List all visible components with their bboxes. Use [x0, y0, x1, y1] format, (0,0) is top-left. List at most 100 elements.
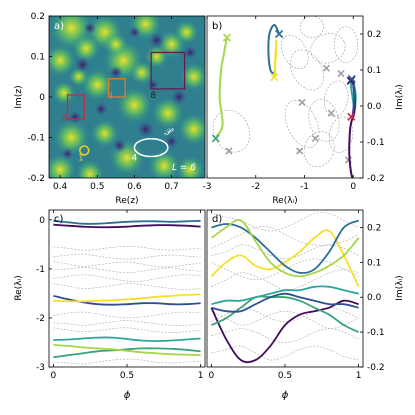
series-line-4: [53, 336, 201, 342]
region-box-8: [150, 51, 186, 90]
panel-d-ylabel: Im(λᵢ): [395, 275, 405, 300]
heatmap-bright-patch: [116, 87, 153, 124]
trajectory-start-marker-0: [222, 33, 232, 42]
grey-trajectory-loop: [333, 26, 358, 64]
region-box-4: [107, 78, 126, 98]
region-label-1: 1: [78, 154, 84, 164]
trajectory-end-marker-0: [211, 134, 220, 143]
panel-b-ytick-label: 0.1: [367, 66, 381, 76]
panel-d-ytick-label: 0.0: [367, 293, 382, 303]
heatmap-dark-patch: [112, 138, 127, 153]
panel-a-xlabel: Re(z): [115, 196, 138, 206]
heatmap-dark-patch: [171, 89, 187, 105]
panel-c-ytick-label: -3: [36, 363, 45, 373]
panel-b-axes: -3 -2 -1 0 -0.2 -0.1 0.0 0.1 0.2: [203, 16, 385, 192]
panel-b-xtick-label: -3: [203, 182, 212, 192]
panel-b-background: [207, 16, 363, 178]
heatmap-dark-patch: [61, 147, 74, 160]
grey-series-line-0: [211, 212, 359, 232]
heatmap-background: [49, 16, 205, 178]
panel-c-ytick-label: -2: [36, 314, 45, 324]
series-line-0: [210, 299, 359, 364]
panel-d-imag-parts: 0 0.5 1 -0.2 -0.1 0.0 0.1 0.2 d) ϕ Im(λᵢ): [206, 209, 405, 401]
series-line-5: [53, 347, 201, 359]
panel-b-xtick-label: -2: [251, 182, 260, 192]
grey-series-line-6: [53, 311, 201, 319]
heatmap-overlays: 1 4 6 8 4: [62, 51, 186, 164]
heatmap-dark-patch: [164, 134, 179, 149]
grey-series-line-5: [211, 328, 359, 343]
region-box-6: [66, 94, 85, 120]
grey-trajectory-loop: [280, 35, 309, 69]
grey-series-line-7: [211, 244, 359, 260]
panel-b-grey-loops: [212, 16, 358, 168]
panel-c-xtick-label: 1: [198, 371, 204, 381]
panel-a-axes: 0.4 0.5 0.6 0.7 -0.2 -0.1 0 0.1 0.2: [27, 12, 178, 192]
grey-series-line-2: [53, 261, 201, 268]
panel-b-ylabel: Im(λᵢ): [395, 84, 405, 109]
heatmap-bright-patch: [75, 159, 104, 178]
panel-c-xtick-label: 0.5: [120, 371, 134, 381]
grey-series-line-8: [211, 307, 359, 322]
heatmap-bright-patch: [53, 119, 90, 156]
grey-trajectory-loop: [289, 49, 324, 91]
series-line-1: [210, 229, 360, 288]
panel-a-xtick-label: 0.5: [90, 182, 104, 192]
panel-a-ytick-label: 0.2: [31, 12, 45, 22]
panel-d-axes: 0 0.5 1 -0.2 -0.1 0.0 0.1 0.2: [209, 210, 385, 381]
series-line-5: [211, 285, 359, 306]
panel-a-length-annotation: L = 6: [172, 163, 196, 173]
panel-a-xtick-label: 0.6: [127, 182, 142, 192]
heatmap-bright-patch: [49, 44, 77, 77]
heatmap-bright-patch: [129, 60, 154, 85]
grey-trajectory-loop: [310, 33, 346, 64]
heatmap-bright-patch: [151, 97, 184, 130]
series-line-3: [210, 219, 360, 278]
region-marker-1: [79, 145, 90, 156]
trajectory-2: [273, 39, 278, 78]
panel-d-series: [210, 212, 360, 364]
series-line-3: [53, 293, 201, 303]
trajectory-start-marker-1: [275, 29, 284, 39]
panel-d-xtick-label: 0.5: [278, 371, 292, 381]
panel-c-xlabel: ϕ: [124, 390, 131, 401]
panel-b-ytick-label: -0.2: [367, 174, 385, 184]
grey-endpoint-marker: [322, 64, 331, 72]
heatmap-bright-patch: [103, 32, 128, 57]
heatmap-bright-patch: [90, 119, 119, 148]
grey-trajectory-loop: [328, 116, 354, 153]
series-line-2: [211, 219, 359, 274]
grey-endpoint-marker: [337, 70, 345, 78]
heatmap-dark-patch: [147, 78, 159, 91]
panel-d-label: d): [212, 214, 222, 225]
panel-d-ytick-label: 0.1: [367, 258, 381, 268]
heatmap-dark-patch: [68, 110, 82, 125]
series-line-0: [53, 219, 201, 225]
region-label-4: 4: [131, 154, 137, 164]
heatmap-dark-patch: [83, 22, 96, 35]
panel-d-ytick-label: -0.1: [367, 328, 385, 338]
panel-c-background: [49, 210, 205, 367]
heatmap-bright-patch: [81, 68, 114, 101]
panel-c-axes: 0 0.5 1 -3 -2 -1 0: [36, 210, 203, 381]
panel-c-ytick-label: -1: [36, 265, 45, 275]
grey-endpoint-marker: [298, 98, 306, 106]
panel-b-frame: [206, 15, 364, 179]
trajectory-start-marker-5: [347, 74, 356, 84]
heatmap-bright-patch: [51, 80, 76, 105]
heatmap-bright-patch: [179, 62, 205, 91]
trajectory-0: [214, 37, 228, 140]
grey-trajectory-loop: [303, 131, 335, 168]
heatmap-dark-patch: [148, 32, 165, 49]
panel-a-xtick-label: 0.7: [164, 182, 178, 192]
panel-b-series: [211, 24, 357, 178]
panel-b-ytick-label: -0.1: [367, 138, 385, 148]
panel-b-xtick-label: 0: [350, 182, 356, 192]
series-line-6: [53, 344, 201, 357]
panel-a-ytick-label: -0.2: [27, 174, 45, 184]
panel-d-xlabel: ϕ: [282, 390, 289, 401]
region-label-4: 4: [108, 92, 114, 102]
grey-series-line-8: [53, 327, 201, 334]
panel-c-series: [53, 219, 201, 365]
